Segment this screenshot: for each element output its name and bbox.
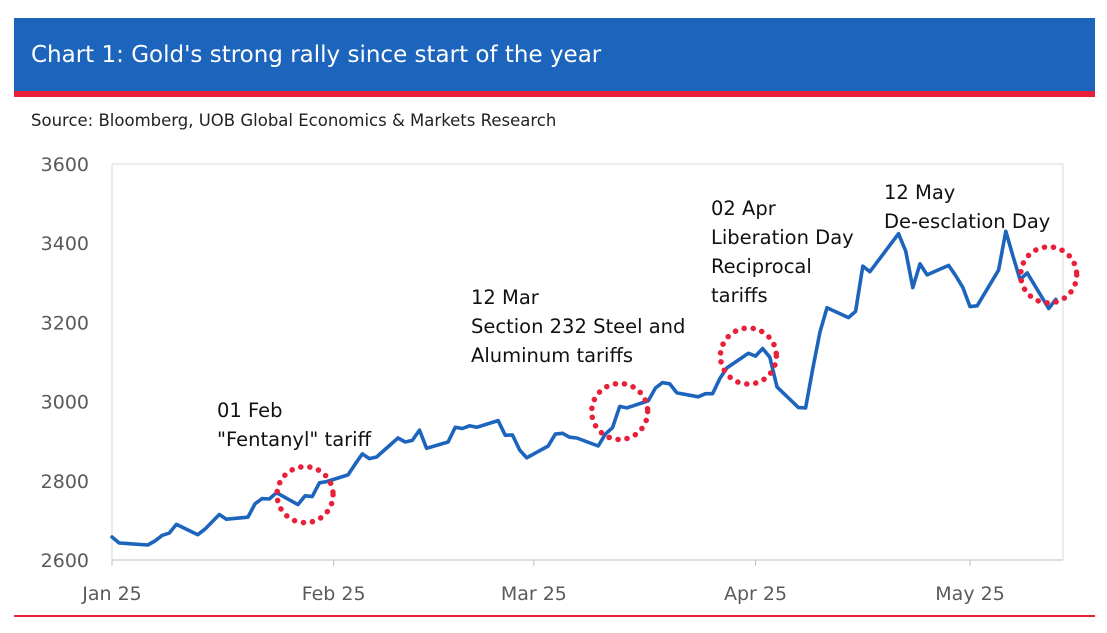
annotation-date: 12 Mar: [471, 286, 540, 309]
annotation-text: tariffs: [711, 284, 768, 307]
gold-price-line: [110, 229, 1058, 547]
chart-annotations: 01 Feb "Fentanyl" tariff 12 Mar Section 232…: [217, 181, 1050, 451]
y-tick-label: 3000: [41, 392, 89, 414]
chart-axes: 2600 2800 3000 3200 3400 3600 Jan 25 Feb 25 Mar …: [41, 154, 1064, 605]
chart-header: Chart 1: Gold's strong rally since start…: [14, 18, 1095, 91]
annotation-text: Reciprocal: [711, 255, 812, 278]
footer-divider: [14, 615, 1095, 617]
annotation-text: Aluminum tariffs: [471, 344, 633, 367]
y-tick-label: 3200: [41, 312, 89, 334]
event-marker-circle: [717, 325, 780, 387]
y-tick-label: 2600: [41, 550, 89, 572]
source-note: Source: Bloomberg, UOB Global Economics …: [31, 111, 557, 130]
y-tick-label: 3600: [41, 154, 89, 176]
annotation-date: 12 May: [884, 181, 955, 204]
chart-title: Chart 1: Gold's strong rally since start…: [31, 41, 602, 68]
x-tick-label: Mar 25: [501, 583, 567, 605]
annotation-text: "Fentanyl" tariff: [217, 428, 372, 451]
chart-markers: [274, 244, 1080, 526]
x-tick-label: Feb 25: [302, 583, 366, 605]
y-tick-label: 2800: [41, 471, 89, 493]
annotation-text: De-esclation Day: [884, 210, 1050, 233]
event-marker-circle: [1017, 244, 1080, 306]
x-tick-label: Jan 25: [81, 583, 142, 605]
annotation-text: Section 232 Steel and: [471, 315, 685, 338]
annotation-text: Liberation Day: [711, 226, 854, 249]
y-tick-label: 3400: [41, 233, 89, 255]
annotation-date: 02 Apr: [711, 197, 777, 220]
event-marker-circle: [588, 380, 651, 443]
annotation-date: 01 Feb: [217, 399, 283, 422]
x-tick-label: May 25: [935, 583, 1005, 605]
event-marker-circle: [274, 463, 336, 526]
x-tick-label: Apr 25: [724, 583, 787, 605]
header-divider: [14, 91, 1095, 97]
chart-series: [110, 229, 1058, 547]
